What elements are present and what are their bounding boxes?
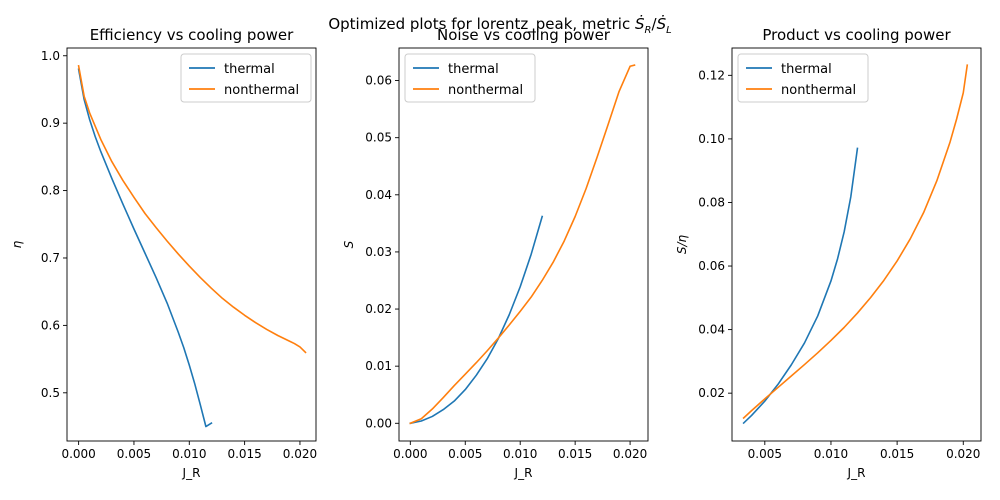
legend-label-thermal: thermal <box>781 62 832 77</box>
chart-title: Product vs cooling power <box>762 26 951 44</box>
y-axis-label: S <box>342 240 356 248</box>
y-tick-label: 0.00 <box>365 416 392 430</box>
series-line-nonthermal <box>409 64 636 425</box>
legend-label-thermal: thermal <box>448 62 499 77</box>
series-group <box>77 64 307 428</box>
axes-frame <box>398 47 649 442</box>
x-tick-label: 0.015 <box>558 447 592 461</box>
y-axis-label: η <box>10 240 24 248</box>
legend-box <box>180 53 312 103</box>
x-tick-label: 0.005 <box>117 447 151 461</box>
y-tick-label: 0.04 <box>698 323 725 337</box>
series-line-thermal <box>409 215 544 425</box>
x-tick-label: 0.000 <box>393 447 427 461</box>
suptitle-text: Optimized plots for lorentz_peak, metric <box>328 15 630 34</box>
y-tick-label: 0.5 <box>41 386 60 400</box>
y-tick-label: 0.10 <box>698 132 725 146</box>
y-tick-label: 0.8 <box>41 184 60 198</box>
series-line-thermal <box>77 68 213 428</box>
series-line-thermal <box>742 147 859 425</box>
legend: thermal nonthermal <box>737 53 869 103</box>
axes-frame <box>66 47 317 442</box>
x-tick-label: 0.020 <box>946 447 980 461</box>
y-tick-label: 0.03 <box>365 245 392 259</box>
chart-title: Noise vs cooling power <box>437 26 611 44</box>
x-axis-label: J_R <box>514 466 533 480</box>
chart-panel-3: Product vs cooling power 0.005 0.010 0.015 0… <box>675 26 982 480</box>
y-tick-label: 0.06 <box>365 74 392 88</box>
legend-label-nonthermal: nonthermal <box>781 83 856 98</box>
series-line-nonthermal <box>77 64 307 354</box>
x-axis-label: J_R <box>847 466 866 480</box>
chart-title: Efficiency vs cooling power <box>90 26 294 44</box>
x-tick-label: 0.015 <box>880 447 914 461</box>
y-tick-label: 0.6 <box>41 318 60 332</box>
y-tick-label: 1.0 <box>41 49 60 63</box>
x-tick-label: 0.005 <box>748 447 782 461</box>
legend: thermal nonthermal <box>404 53 536 103</box>
x-tick-label: 0.020 <box>283 447 317 461</box>
series-group <box>742 64 969 425</box>
chart-panel-1: Efficiency vs cooling power 0.000 0.005 0.0… <box>10 26 317 480</box>
x-tick-label: 0.000 <box>61 447 95 461</box>
x-tick-label: 0.010 <box>503 447 537 461</box>
x-tick-label: 0.005 <box>448 447 482 461</box>
legend-box <box>737 53 869 103</box>
x-tick-label: 0.015 <box>227 447 261 461</box>
y-tick-label: 0.05 <box>365 131 392 145</box>
chart-panels: Efficiency vs cooling power 0.000 0.005 0.0… <box>10 26 982 480</box>
x-axis-label: J_R <box>182 466 201 480</box>
series-line-nonthermal <box>742 64 969 420</box>
legend: thermal nonthermal <box>180 53 312 103</box>
legend-box <box>404 53 536 103</box>
y-tick-label: 0.9 <box>41 116 60 130</box>
legend-label-nonthermal: nonthermal <box>448 83 523 98</box>
legend-label-nonthermal: nonthermal <box>224 83 299 98</box>
y-tick-label: 0.04 <box>365 188 392 202</box>
y-tick-label: 0.01 <box>365 359 392 373</box>
y-tick-label: 0.7 <box>41 251 60 265</box>
y-tick-label: 0.02 <box>698 386 725 400</box>
y-tick-label: 0.08 <box>698 195 725 209</box>
y-tick-label: 0.02 <box>365 302 392 316</box>
legend-label-thermal: thermal <box>224 62 275 77</box>
series-group <box>409 64 636 425</box>
figure-suptitle: Optimized plots for lorentz_peak, metric… <box>328 14 671 36</box>
x-tick-label: 0.010 <box>814 447 848 461</box>
y-tick-label: 0.06 <box>698 259 725 273</box>
axes-frame <box>731 47 982 442</box>
chart-panel-2: Noise vs cooling power 0.000 0.005 0.010 0.0… <box>342 26 649 480</box>
y-tick-label: 0.12 <box>698 68 725 82</box>
x-tick-label: 0.020 <box>613 447 647 461</box>
y-axis-label: S/η <box>675 234 689 254</box>
x-tick-label: 0.010 <box>172 447 206 461</box>
